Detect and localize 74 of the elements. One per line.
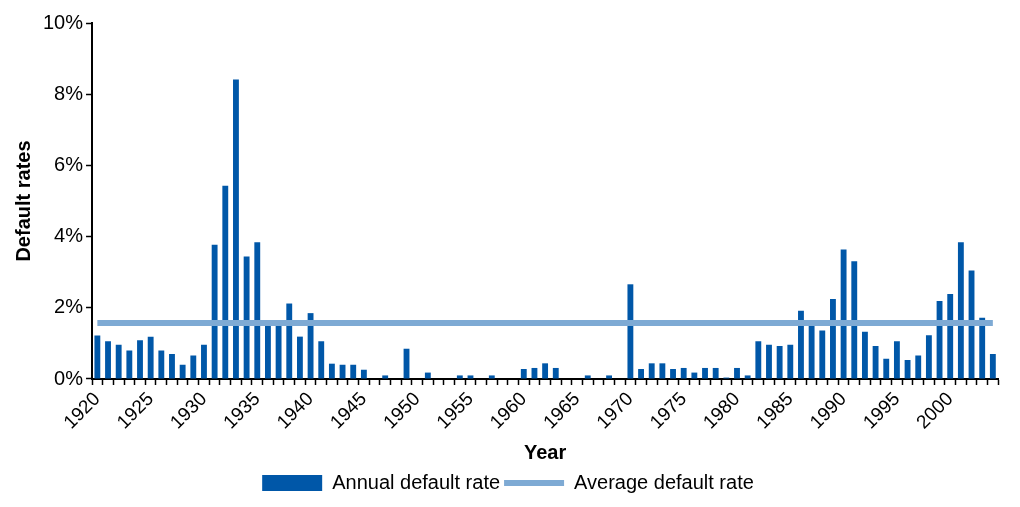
bar	[659, 363, 666, 379]
bar	[201, 344, 207, 379]
bar	[787, 344, 794, 379]
y-tick-label: 10%	[43, 10, 84, 33]
bar	[755, 341, 762, 379]
bar	[819, 330, 826, 379]
bar	[94, 335, 101, 379]
bar	[638, 369, 644, 379]
bar	[254, 242, 261, 379]
bar	[883, 358, 890, 379]
bar	[105, 341, 111, 379]
y-tick-label: 0%	[54, 366, 84, 389]
bar	[702, 367, 708, 379]
bar	[552, 367, 559, 379]
bar	[360, 369, 367, 379]
bar	[648, 363, 655, 379]
bar	[584, 375, 591, 379]
bar	[712, 367, 719, 379]
bar	[989, 354, 996, 379]
bar	[126, 350, 133, 379]
bar	[296, 336, 303, 379]
bar	[904, 360, 911, 379]
bar	[286, 303, 293, 379]
bar	[137, 340, 143, 379]
bar	[830, 298, 836, 379]
bar	[147, 336, 154, 379]
bar	[211, 244, 218, 379]
bar	[872, 345, 879, 379]
x-axis-title: Year	[523, 440, 567, 463]
bar	[350, 364, 357, 379]
bar	[275, 323, 282, 379]
bar	[744, 375, 751, 379]
y-tick-label: 2%	[54, 295, 84, 318]
bar	[670, 369, 676, 379]
bar	[680, 367, 687, 379]
bar	[169, 354, 175, 379]
bar	[979, 317, 986, 379]
bar	[776, 345, 783, 379]
bar	[488, 375, 495, 379]
bar	[915, 355, 922, 379]
y-tick-label: 4%	[54, 224, 84, 247]
bar	[947, 293, 954, 379]
bar	[840, 249, 847, 379]
bar	[851, 261, 858, 379]
bar	[233, 79, 239, 379]
bar	[328, 363, 335, 379]
y-tick-label: 8%	[54, 81, 84, 104]
bar	[115, 344, 122, 379]
bar	[307, 313, 314, 379]
bar	[222, 185, 229, 379]
bar	[520, 369, 527, 379]
bar	[925, 335, 932, 379]
bar	[382, 375, 389, 379]
bar	[542, 363, 549, 379]
bar	[957, 242, 964, 379]
bar	[179, 364, 186, 379]
legend-label: Annual default rate	[332, 470, 501, 493]
bar	[158, 350, 165, 379]
y-tick-label: 6%	[54, 152, 84, 175]
bar	[190, 355, 197, 379]
bar	[606, 375, 612, 379]
bar	[893, 341, 900, 379]
y-axis-title: Default rates	[11, 140, 34, 262]
bar	[243, 256, 250, 379]
bar	[862, 331, 868, 379]
bar	[627, 284, 634, 379]
bar	[808, 325, 815, 379]
bar	[318, 341, 325, 379]
bar	[265, 323, 271, 379]
bar	[798, 310, 804, 379]
bar	[734, 367, 740, 379]
bar	[766, 344, 772, 379]
legend-label: Average default rate	[574, 470, 754, 493]
bar	[456, 375, 463, 379]
